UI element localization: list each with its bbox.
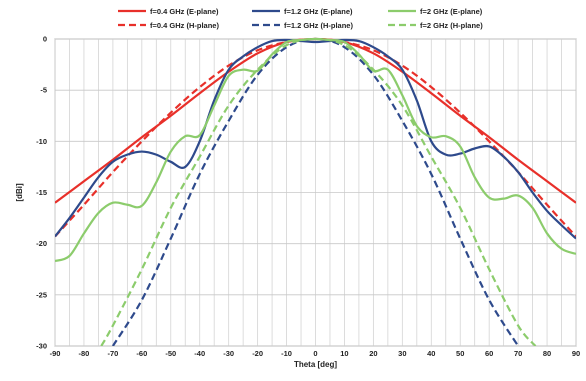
legend-entry: f=0.4 GHz (H-plane) (118, 21, 219, 30)
x-tick-label: 90 (572, 349, 580, 358)
x-tick-label: -10 (281, 349, 292, 358)
x-tick-label: -70 (107, 349, 118, 358)
x-tick-label: 70 (514, 349, 522, 358)
grid-layer (54, 38, 577, 347)
legend-entry: f=2 GHz (H-plane) (388, 21, 483, 30)
x-tick-label: 20 (369, 349, 377, 358)
x-tick-label: -60 (136, 349, 147, 358)
x-tick-label: 50 (456, 349, 464, 358)
legend-entry: f=2 GHz (E-plane) (388, 7, 483, 16)
x-tick-label: 80 (543, 349, 551, 358)
x-tick-label: 30 (398, 349, 406, 358)
legend-label: f=0.4 GHz (H-plane) (150, 21, 219, 30)
x-tick-label: -80 (79, 349, 90, 358)
y-tick-label: -5 (40, 86, 47, 95)
legend-label: f=2 GHz (H-plane) (420, 21, 483, 30)
x-tick-label: -30 (223, 349, 234, 358)
legend-entry: f=1.2 GHz (H-plane) (252, 21, 353, 30)
legend-label: f=1.2 GHz (H-plane) (284, 21, 353, 30)
legend-label: f=0.4 GHz (E-plane) (150, 7, 219, 16)
x-tick-label: -40 (194, 349, 205, 358)
y-tick-label: -20 (36, 239, 47, 248)
y-tick-label: 0 (43, 35, 47, 44)
legend-label: f=2 GHz (E-plane) (420, 7, 483, 16)
x-tick-label: -50 (165, 349, 176, 358)
y-tick-label: -10 (36, 137, 47, 146)
series-line-f-1-2-ghz-e-plane (55, 38, 576, 240)
x-tick-label: -20 (252, 349, 263, 358)
x-axis-title: Theta [deg] (294, 360, 337, 369)
y-tick-label: -15 (36, 188, 47, 197)
x-tick-label: 40 (427, 349, 435, 358)
x-tick-label: 60 (485, 349, 493, 358)
series-layer (55, 37, 576, 346)
y-tick-label: -25 (36, 290, 47, 299)
series-line-f-2-ghz-h-plane (100, 37, 537, 346)
x-tick-label: 10 (340, 349, 348, 358)
y-axis-title: [dBi] (15, 183, 24, 202)
legend-entry: f=1.2 GHz (E-plane) (252, 7, 353, 16)
axis-layer: -90 -80 -70 -60 -50 -40 -30 -20 -10 0 10 20 30 40 50 60… (36, 35, 580, 359)
legend-entry: f=0.4 GHz (E-plane) (118, 7, 219, 16)
x-tick-label: -90 (50, 349, 61, 358)
legend-label: f=1.2 GHz (E-plane) (284, 7, 353, 16)
x-tick-label: 0 (313, 349, 317, 358)
y-tick-label: -30 (36, 342, 47, 351)
legend: f=0.4 GHz (E-plane) f=0.4 GHz (H-plane) f=… (118, 7, 483, 30)
